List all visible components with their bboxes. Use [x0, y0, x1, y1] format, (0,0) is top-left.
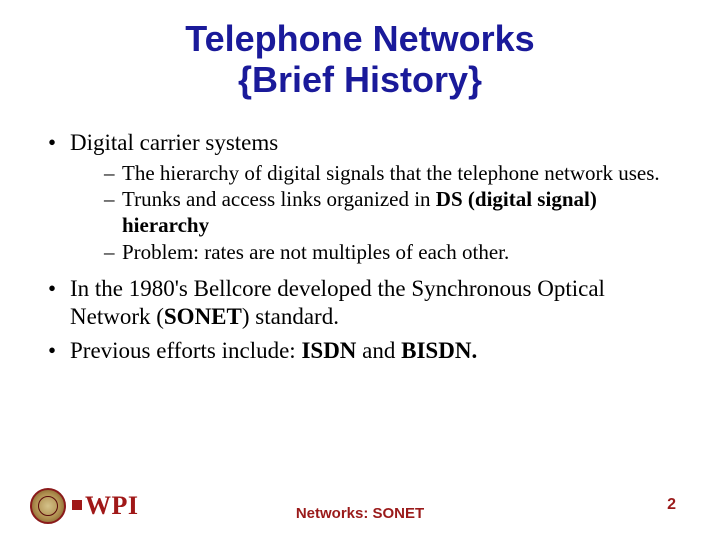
wpi-seal-icon: [30, 488, 66, 524]
bullet-item-2: In the 1980's Bellcore developed the Syn…: [48, 275, 680, 331]
bullet-item-3: Previous efforts include: ISDN and BISDN…: [48, 337, 680, 365]
slide-footer: WPI Networks: SONET 2: [0, 482, 720, 526]
bullet-item-1: Digital carrier systems The hierarchy of…: [48, 129, 680, 265]
slide-container: Telephone Networks {Brief History} Digit…: [0, 0, 720, 540]
sub-bullet-3: Problem: rates are not multiples of each…: [104, 240, 680, 266]
footer-label: Networks: SONET: [296, 505, 424, 522]
wpi-wordmark: WPI: [72, 491, 139, 521]
title-line-2: {Brief History}: [238, 59, 482, 100]
wpi-square-icon: [72, 500, 82, 510]
wpi-logo: WPI: [30, 488, 139, 524]
sub-bullet-2: Trunks and access links organized in DS …: [104, 187, 680, 238]
sub-bullet-list-1: The hierarchy of digital signals that th…: [70, 161, 680, 265]
bullet-list: Digital carrier systems The hierarchy of…: [40, 129, 680, 366]
title-line-1: Telephone Networks: [185, 18, 534, 59]
slide-body: Digital carrier systems The hierarchy of…: [40, 129, 680, 366]
slide-title: Telephone Networks {Brief History}: [40, 18, 680, 101]
page-number: 2: [667, 496, 676, 514]
bullet-1-text: Digital carrier systems: [70, 130, 278, 155]
sub-bullet-1: The hierarchy of digital signals that th…: [104, 161, 680, 187]
